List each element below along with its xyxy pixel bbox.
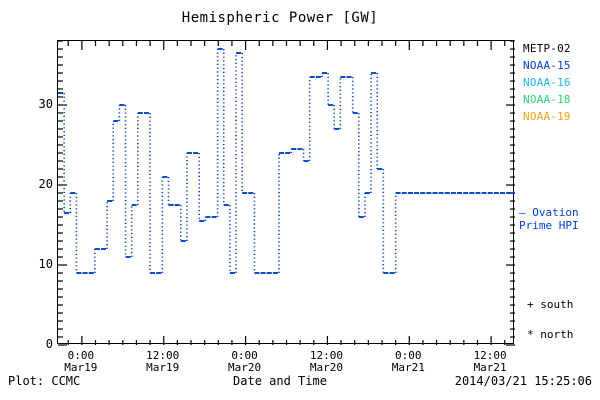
- legend-item-noaa-19[interactable]: NOAA-19: [523, 110, 571, 123]
- x-tick-date: Mar19: [146, 361, 180, 374]
- timestamp: 2014/03/21 15:25:06: [454, 374, 592, 388]
- y-tick-label: 20: [38, 177, 53, 191]
- x-tick-time: 0:00: [231, 349, 258, 362]
- page-title: Hemispheric Power [GW]: [181, 10, 379, 26]
- legend-satellites: METP-02 NOAA-15 NOAA-16 NOAA-18 NOAA-19: [523, 40, 600, 125]
- y-tick-label: 0: [45, 337, 53, 351]
- legend-ovation: — Ovation Prime HPI: [519, 206, 579, 232]
- plot-credit: Plot: CCMC: [8, 374, 81, 388]
- x-tick-label: 12:00 Mar21: [474, 350, 507, 374]
- legend-marker-north: * north: [527, 328, 574, 341]
- x-tick-time: 12:00: [309, 349, 343, 362]
- x-tick-label: 0:00 Mar21: [392, 350, 425, 374]
- legend-ovation-line2: Prime HPI: [519, 219, 579, 232]
- x-tick-date: Mar21: [391, 361, 425, 374]
- x-tick-label: 12:00 Mar19: [146, 350, 179, 374]
- legend-item-noaa-16[interactable]: NOAA-16: [523, 76, 571, 89]
- x-tick-time: 12:00: [146, 349, 180, 362]
- legend-marker-south: + south: [527, 298, 574, 311]
- plot-area: [57, 40, 515, 346]
- hemispheric-power-step-plot: [58, 40, 515, 346]
- x-tick-time: 12:00: [473, 349, 507, 362]
- x-axis-title: Date and Time: [233, 374, 327, 388]
- x-tick-date: Mar20: [309, 361, 343, 374]
- y-tick-label: 30: [38, 97, 53, 111]
- legend-item-noaa-18[interactable]: NOAA-18: [523, 93, 571, 106]
- x-tick-date: Mar19: [64, 361, 98, 374]
- legend-ovation-line1: — Ovation: [519, 206, 579, 219]
- x-tick-time: 0:00: [395, 349, 422, 362]
- legend-item-noaa-15[interactable]: NOAA-15: [523, 59, 571, 72]
- x-tick-time: 0:00: [67, 349, 95, 362]
- x-tick-label: 0:00 Mar19: [64, 350, 97, 374]
- x-tick-date: Mar21: [473, 361, 507, 374]
- x-tick-date: Mar20: [228, 361, 262, 374]
- y-tick-label: 10: [38, 257, 53, 271]
- legend-item-metp-02[interactable]: METP-02: [523, 42, 571, 55]
- x-tick-label: 0:00 Mar20: [228, 350, 261, 374]
- x-tick-label: 12:00 Mar20: [310, 350, 343, 374]
